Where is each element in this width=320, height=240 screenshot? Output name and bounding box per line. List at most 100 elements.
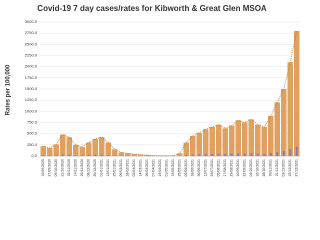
bar [287, 62, 293, 157]
bar [81, 155, 84, 156]
bar [268, 115, 274, 156]
y-tick-label: 1500.0 [25, 86, 38, 91]
bar [204, 154, 207, 156]
bar [73, 144, 79, 156]
bar [53, 144, 59, 156]
x-tick-label: 06/02/2021 [119, 159, 123, 177]
x-tick-label: 19/04/2021 [158, 159, 162, 177]
x-tick-label: 09/10/2020 [54, 159, 58, 177]
bar [112, 149, 118, 156]
x-tick-label: 10/09/2021 [236, 159, 240, 177]
bar [255, 124, 261, 156]
chart: Covid-19 7 day cases/rates for Kibworth … [6, 4, 300, 177]
x-tick-label: 07/04/2021 [152, 159, 156, 177]
bar [107, 155, 110, 156]
bar [131, 154, 137, 156]
x-tick-label: 27/12/2021 [295, 159, 299, 177]
bar [190, 135, 196, 156]
bar [276, 152, 279, 156]
x-tick-label: 27/09/2020 [48, 159, 52, 177]
bar [86, 142, 92, 156]
x-tick-label: 01/05/2021 [165, 159, 169, 177]
x-tick-label: 09/11/2021 [269, 159, 273, 176]
x-tick-label: 13/05/2021 [171, 159, 175, 177]
y-tick-label: 2000.0 [25, 64, 38, 69]
x-tick-label: 29/08/2021 [230, 159, 234, 177]
bar [48, 155, 51, 156]
bar [224, 153, 227, 156]
bar [282, 151, 285, 156]
x-tick-label: 18/02/2021 [126, 159, 130, 177]
bar [203, 129, 209, 156]
x-tick-label: 26/03/2021 [145, 159, 149, 177]
y-tick-label: 0.0 [31, 153, 37, 158]
bar [138, 154, 144, 156]
x-tick-label: 01/01/2021 [100, 159, 104, 177]
y-axis-label: Rates per 100,000 [6, 64, 12, 115]
x-tick-label: 04/10/2021 [249, 159, 253, 177]
bar [295, 146, 298, 156]
bar [61, 154, 64, 156]
x-tick-label: 25/05/2021 [178, 159, 182, 177]
bar [68, 154, 71, 156]
y-tick-label: 2750.0 [25, 30, 38, 35]
x-tick-label: 13/01/2021 [106, 159, 110, 177]
chart-title: Covid-19 7 day cases/rates for Kibworth … [37, 4, 267, 13]
x-tick-label: 12/07/2021 [204, 159, 208, 177]
y-tick-label: 1250.0 [25, 97, 38, 102]
bar [248, 119, 254, 156]
x-tick-label: 25/01/2021 [113, 159, 117, 177]
x-tick-label: 02/03/2021 [132, 159, 136, 177]
x-tick-label: 14/03/2021 [139, 159, 143, 177]
bar [222, 128, 228, 156]
x-tick-label: 16/10/2021 [256, 159, 260, 177]
x-tick-label: 15/12/2021 [288, 159, 292, 177]
bar [243, 153, 246, 156]
bar [217, 153, 220, 156]
bar [92, 139, 98, 156]
bar [87, 155, 90, 156]
bar [191, 154, 194, 156]
bar [55, 155, 58, 156]
bar [74, 155, 77, 156]
bar [144, 155, 150, 156]
x-tick-label: 15/09/2020 [41, 159, 45, 177]
bar [242, 122, 248, 156]
bar [185, 155, 188, 156]
bar [100, 154, 103, 156]
bar [177, 153, 183, 156]
y-tick-label: 750.0 [27, 120, 38, 125]
bar [229, 125, 235, 156]
x-tick-label: 03/12/2021 [282, 159, 286, 177]
bar [118, 152, 124, 156]
bar [274, 102, 280, 156]
x-tick-label: 22/09/2021 [243, 159, 247, 177]
bar [47, 147, 53, 156]
bar [198, 154, 201, 156]
y-tick-label: 1750.0 [25, 75, 38, 80]
x-tick-label: 26/11/2020 [80, 159, 84, 176]
bar [211, 153, 214, 156]
bar [196, 132, 202, 156]
bar [281, 89, 287, 156]
bar [42, 155, 45, 156]
y-tick-label: 1000.0 [25, 108, 38, 113]
y-tick-label: 3000.0 [25, 19, 38, 24]
x-tick-label: 21/11/2021 [275, 159, 279, 176]
bar [105, 142, 111, 156]
y-tick-label: 2250.0 [25, 53, 38, 58]
x-tick-label: 08/12/2020 [87, 159, 91, 177]
bar [250, 153, 253, 156]
y-tick-label: 2500.0 [25, 41, 38, 46]
bar [269, 153, 272, 156]
bar [263, 153, 266, 156]
x-tick-label: 21/10/2020 [61, 159, 65, 177]
bar [289, 149, 292, 156]
x-tick-label: 17/08/2021 [223, 159, 227, 177]
bar [237, 153, 240, 156]
x-tick-label: 30/06/2021 [197, 159, 201, 177]
bar [230, 153, 233, 156]
bar [235, 120, 241, 156]
bar [256, 153, 259, 156]
y-tick-label: 250.0 [27, 142, 38, 147]
